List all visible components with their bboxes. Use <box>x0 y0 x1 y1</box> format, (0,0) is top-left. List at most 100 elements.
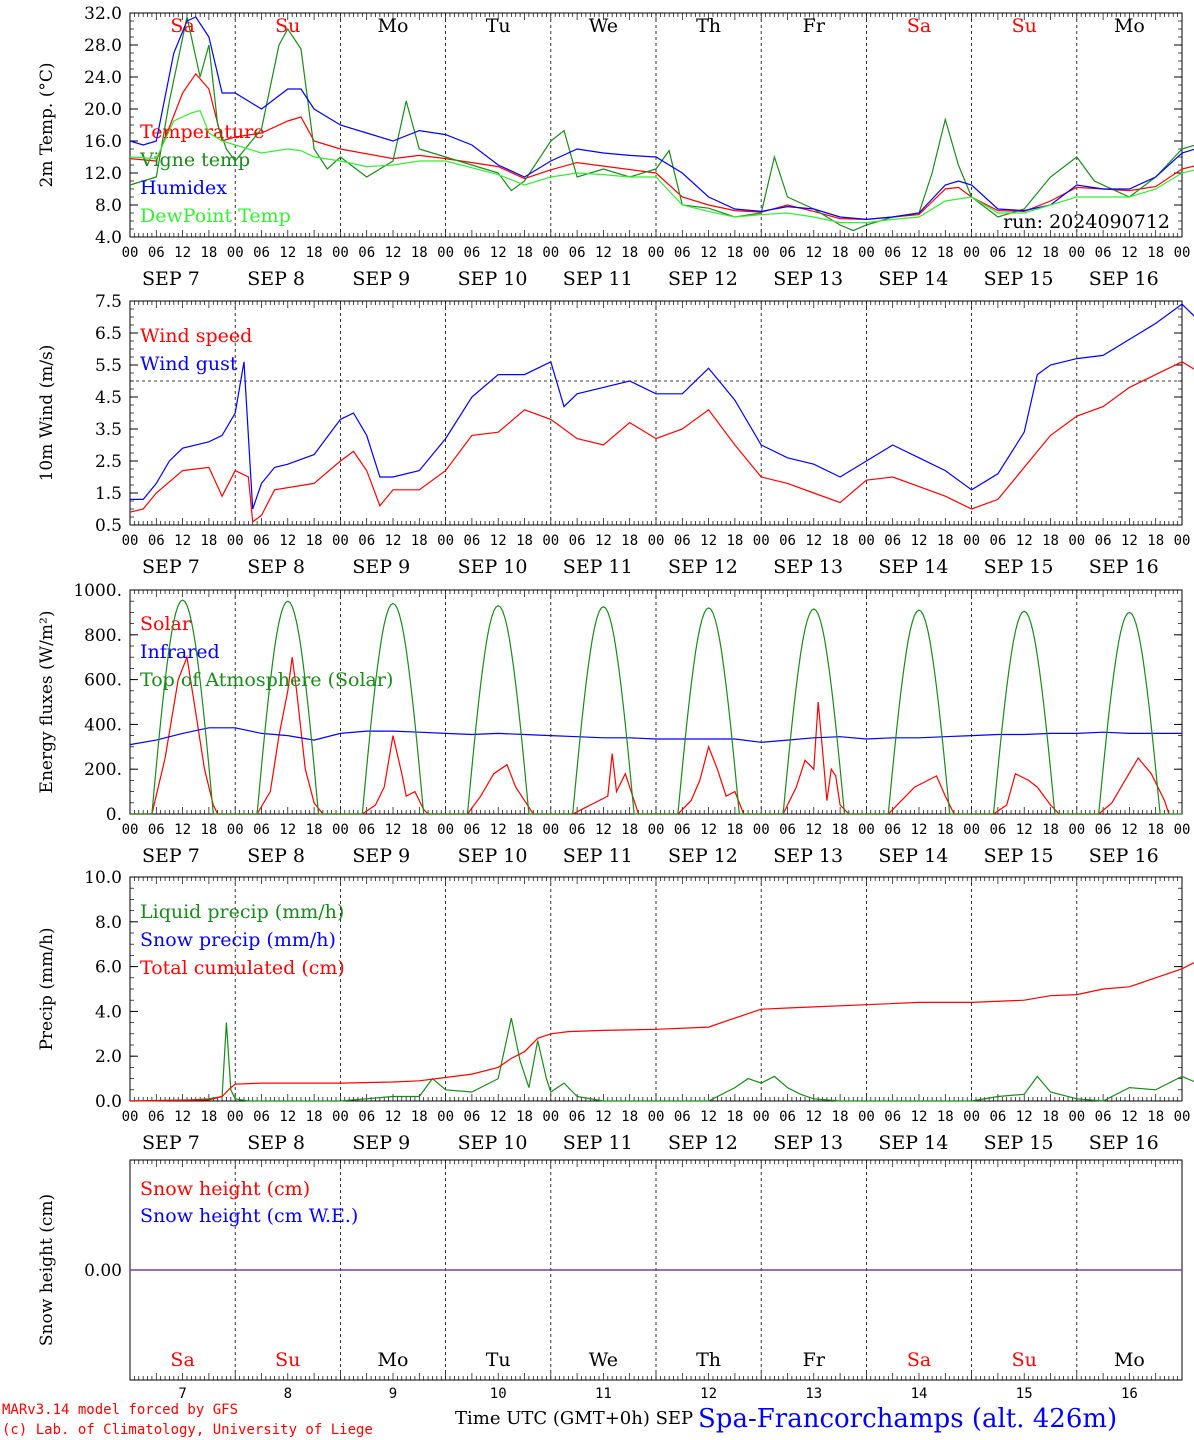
x-hour-label: 12 <box>805 1109 822 1125</box>
x-date-label: SEP 9 <box>352 268 410 290</box>
x-hour-label: 18 <box>1042 1109 1059 1125</box>
day-name: Mo <box>378 1349 409 1371</box>
x-hour-label: 00 <box>858 245 875 261</box>
x-hour-label: 12 <box>1121 822 1138 838</box>
y-tick-label: 3.5 <box>95 420 122 440</box>
x-hour-label: 06 <box>989 245 1006 261</box>
x-hour-label: 12 <box>385 1109 402 1125</box>
day-name: Sa <box>907 1349 931 1371</box>
x-hour-label: 18 <box>200 533 217 549</box>
day-name: Sa <box>907 15 931 37</box>
x-hour-label: 06 <box>1095 245 1112 261</box>
plot-frame <box>129 12 1183 238</box>
y-tick-label: 16.0 <box>84 132 122 152</box>
x-hour-label: 00 <box>963 822 980 838</box>
series-line-green <box>129 16 1194 232</box>
x-date-number: 14 <box>911 1386 928 1402</box>
y-tick-label: 8.0 <box>95 196 122 216</box>
y-tick-label: 32.0 <box>84 4 122 24</box>
x-hour-label: 00 <box>858 533 875 549</box>
x-hour-label: 06 <box>779 533 796 549</box>
legend-entry: Wind speed <box>140 325 252 347</box>
x-hour-label: 18 <box>937 245 954 261</box>
x-hour-label: 06 <box>779 822 796 838</box>
x-hour-label: 18 <box>200 822 217 838</box>
x-hour-label: 12 <box>279 533 296 549</box>
legend-entry: Solar <box>140 613 192 635</box>
x-date-label: SEP 14 <box>878 1132 948 1154</box>
x-date-label: SEP 10 <box>458 845 528 867</box>
x-hour-label: 12 <box>490 533 507 549</box>
x-hour-label: 00 <box>1068 822 1085 838</box>
x-date-label: SEP 7 <box>142 556 200 578</box>
y-tick-label: 12.0 <box>84 164 122 184</box>
y-tick-label: 2.5 <box>95 452 122 472</box>
x-hour-label: 18 <box>1147 245 1164 261</box>
x-hour-label: 06 <box>884 245 901 261</box>
x-hour-label: 18 <box>306 1109 323 1125</box>
day-name: Mo <box>378 15 409 37</box>
series-line-red <box>129 361 1194 523</box>
legend-entry: Top of Atmosphere (Solar) <box>140 669 393 691</box>
y-tick-label: 600. <box>84 671 122 691</box>
day-name: Fr <box>803 15 826 37</box>
x-hour-label: 00 <box>648 533 665 549</box>
x-hour-label: 12 <box>595 822 612 838</box>
y-tick-label: 4.0 <box>95 228 122 248</box>
x-date-label: SEP 9 <box>352 1132 410 1154</box>
legend-entry: Total cumulated (cm) <box>140 957 345 979</box>
x-hour-label: 00 <box>753 245 770 261</box>
y-tick-label: 800. <box>84 626 122 646</box>
x-date-label: SEP 9 <box>352 556 410 578</box>
x-hour-label: 18 <box>200 245 217 261</box>
x-hour-label: 18 <box>832 533 849 549</box>
x-hour-label: 18 <box>306 245 323 261</box>
x-hour-label: 12 <box>174 822 191 838</box>
x-date-number: 8 <box>284 1386 292 1402</box>
x-hour-label: 12 <box>1016 822 1033 838</box>
y-tick-label: 1000. <box>73 581 122 601</box>
day-name: Mo <box>1114 1349 1145 1371</box>
x-hour-label: 06 <box>358 245 375 261</box>
panel-2: 10m Wind (m/s) 0.5 1.5 2.5 3.5 4.5 5.5 6.5 7.5 Wi… <box>37 292 1194 578</box>
y-tick-label: 2.0 <box>95 1047 122 1067</box>
x-hour-label: 06 <box>674 822 691 838</box>
y-tick-label: 0.0 <box>95 1092 122 1112</box>
day-name: Su <box>1012 1349 1037 1371</box>
x-hour-label: 00 <box>122 245 139 261</box>
x-hour-label: 12 <box>700 245 717 261</box>
x-date-label: SEP 14 <box>878 268 948 290</box>
x-hour-label: 18 <box>621 822 638 838</box>
x-hour-label: 12 <box>700 1109 717 1125</box>
x-hour-label: 00 <box>332 822 349 838</box>
series-line-green <box>129 1017 1194 1102</box>
day-name: Sa <box>170 15 194 37</box>
x-hour-label: 12 <box>279 822 296 838</box>
day-name: Mo <box>1114 15 1145 37</box>
x-date-number: 10 <box>490 1386 507 1402</box>
x-hour-label: 18 <box>1042 245 1059 261</box>
y-axis-label: Energy fluxes (W/m²) <box>37 611 57 794</box>
x-hour-label: 18 <box>1147 1109 1164 1125</box>
x-hour-label: 12 <box>911 245 928 261</box>
y-axis-label: Precip (mm/h) <box>37 927 57 1050</box>
x-hour-label: 12 <box>1016 1109 1033 1125</box>
x-hour-label: 00 <box>437 245 454 261</box>
x-hour-label: 00 <box>227 533 244 549</box>
x-hour-label: 06 <box>884 533 901 549</box>
y-tick-label: 0. <box>106 805 122 825</box>
x-hour-label: 06 <box>463 245 480 261</box>
x-date-label: SEP 15 <box>984 1132 1054 1154</box>
x-date-label: SEP 12 <box>668 268 738 290</box>
x-hour-label: 06 <box>148 245 165 261</box>
series-line-blue <box>130 303 1194 510</box>
x-hour-label: 00 <box>227 1109 244 1125</box>
legend-entry: Vigne temp <box>139 149 250 171</box>
y-tick-label: 0.00 <box>84 1261 122 1281</box>
legend-entry: DewPoint Temp <box>140 205 291 227</box>
x-hour-label: 18 <box>411 1109 428 1125</box>
y-tick-label: 6.0 <box>95 958 122 978</box>
y-tick-label: 4.5 <box>95 388 122 408</box>
y-tick-label: 10.0 <box>84 868 122 888</box>
panel-5: Snow height (cm) 0.00 Snow height (cm) Snow… <box>37 1159 1183 1402</box>
